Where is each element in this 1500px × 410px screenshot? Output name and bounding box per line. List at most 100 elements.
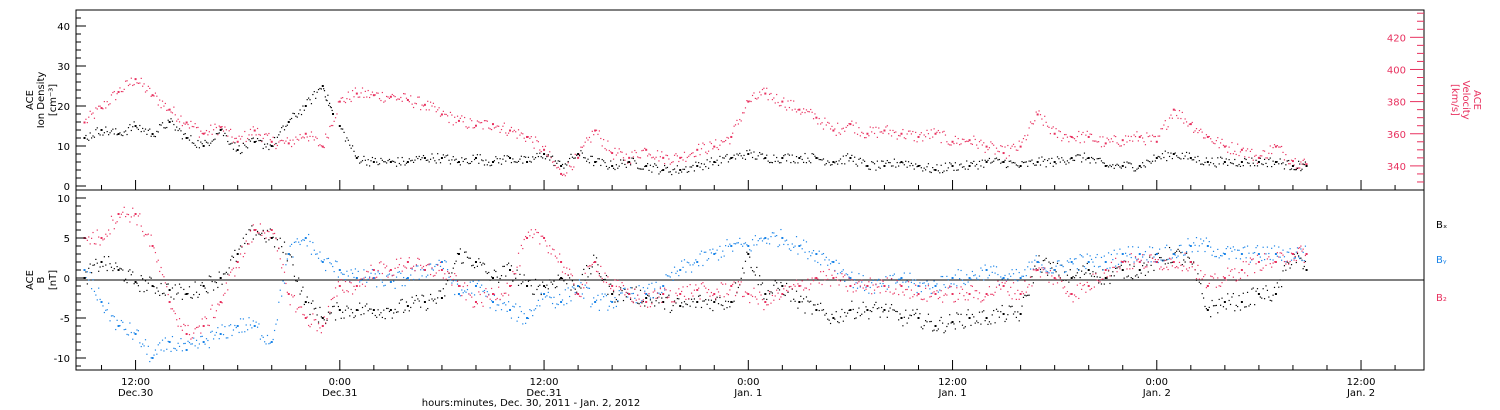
data-dot <box>540 235 542 237</box>
data-dot <box>875 301 877 303</box>
data-dot <box>1210 246 1212 248</box>
data-dot <box>835 134 837 136</box>
data-dot <box>678 275 680 277</box>
data-point <box>560 172 563 175</box>
data-dot <box>180 338 182 340</box>
data-dot <box>1046 271 1049 273</box>
data-dot <box>698 265 700 267</box>
data-dot <box>716 249 718 251</box>
data-dot <box>464 158 466 160</box>
data-dot <box>1244 272 1246 274</box>
data-dot <box>295 280 297 282</box>
data-dot <box>932 136 934 138</box>
data-dot <box>1282 254 1284 256</box>
data-dot <box>825 162 827 165</box>
data-dot <box>876 279 878 282</box>
data-dot <box>136 82 138 84</box>
data-dot <box>527 317 530 319</box>
data-dot <box>1225 308 1227 310</box>
data-dot <box>807 278 809 280</box>
data-dot <box>1181 111 1183 114</box>
data-dot <box>1211 254 1213 256</box>
data-dot <box>664 162 666 165</box>
data-dot <box>517 284 520 286</box>
data-dot <box>828 259 830 261</box>
data-dot <box>1069 158 1071 160</box>
data-dot <box>629 162 632 164</box>
data-dot <box>598 130 600 132</box>
data-dot <box>191 343 193 345</box>
data-dot <box>1113 249 1115 251</box>
data-dot <box>461 115 463 117</box>
data-dot <box>428 264 430 266</box>
data-dot <box>760 294 762 296</box>
data-dot <box>871 310 873 313</box>
x-tick-time-label: 12:00 <box>530 377 559 388</box>
data-dot <box>468 293 470 295</box>
data-dot <box>751 239 754 241</box>
data-dot <box>784 285 786 287</box>
data-dot <box>1215 140 1217 142</box>
data-dot <box>970 285 972 287</box>
data-dot <box>478 162 480 164</box>
data-dot <box>829 128 832 130</box>
data-dot <box>1285 263 1287 265</box>
data-dot <box>780 162 782 164</box>
data-dot <box>201 282 203 284</box>
data-dot <box>787 291 789 293</box>
data-dot <box>173 298 175 300</box>
data-dot <box>471 265 473 267</box>
data-dot <box>422 265 425 268</box>
data-point <box>202 285 205 287</box>
data-dot <box>672 169 674 171</box>
data-dot <box>1242 247 1244 249</box>
data-dot <box>936 283 938 285</box>
data-dot <box>771 232 774 234</box>
data-dot <box>906 322 908 324</box>
data-dot <box>435 263 437 266</box>
data-dot <box>442 288 444 290</box>
data-point <box>1257 156 1260 159</box>
data-dot <box>1171 261 1173 263</box>
data-dot <box>1237 143 1239 145</box>
data-dot <box>725 283 727 285</box>
data-dot <box>682 306 684 308</box>
data-dot <box>505 292 507 294</box>
data-dot <box>316 137 318 140</box>
data-dot <box>950 163 952 165</box>
data-dot <box>1154 254 1156 256</box>
data-dot <box>1178 110 1181 112</box>
data-dot <box>715 161 717 163</box>
data-dot <box>923 167 925 169</box>
data-dot <box>447 279 449 282</box>
x-tick-time-label: 12:00 <box>1347 377 1376 388</box>
data-dot <box>490 287 493 290</box>
data-dot <box>937 328 939 330</box>
data-dot <box>642 287 644 289</box>
data-dot <box>465 251 467 253</box>
data-dot <box>834 269 836 272</box>
data-dot <box>753 151 755 153</box>
data-dot <box>654 163 656 165</box>
data-dot <box>771 162 774 164</box>
data-dot <box>329 313 331 315</box>
data-dot <box>940 141 942 144</box>
data-dot <box>178 345 181 348</box>
data-dot <box>122 134 124 137</box>
data-dot <box>778 105 781 107</box>
data-dot <box>668 275 670 277</box>
data-dot <box>1102 278 1104 280</box>
data-dot <box>591 263 593 266</box>
data-dot <box>998 316 1000 318</box>
data-point <box>389 309 392 311</box>
data-dot <box>1075 258 1077 260</box>
data-dot <box>170 350 172 353</box>
data-dot <box>695 161 697 163</box>
data-dot <box>381 91 383 94</box>
data-dot <box>488 294 490 296</box>
data-dot <box>98 133 100 135</box>
data-dot <box>386 307 388 310</box>
data-dot <box>817 123 819 125</box>
data-dot <box>587 287 589 289</box>
data-dot <box>597 133 599 135</box>
